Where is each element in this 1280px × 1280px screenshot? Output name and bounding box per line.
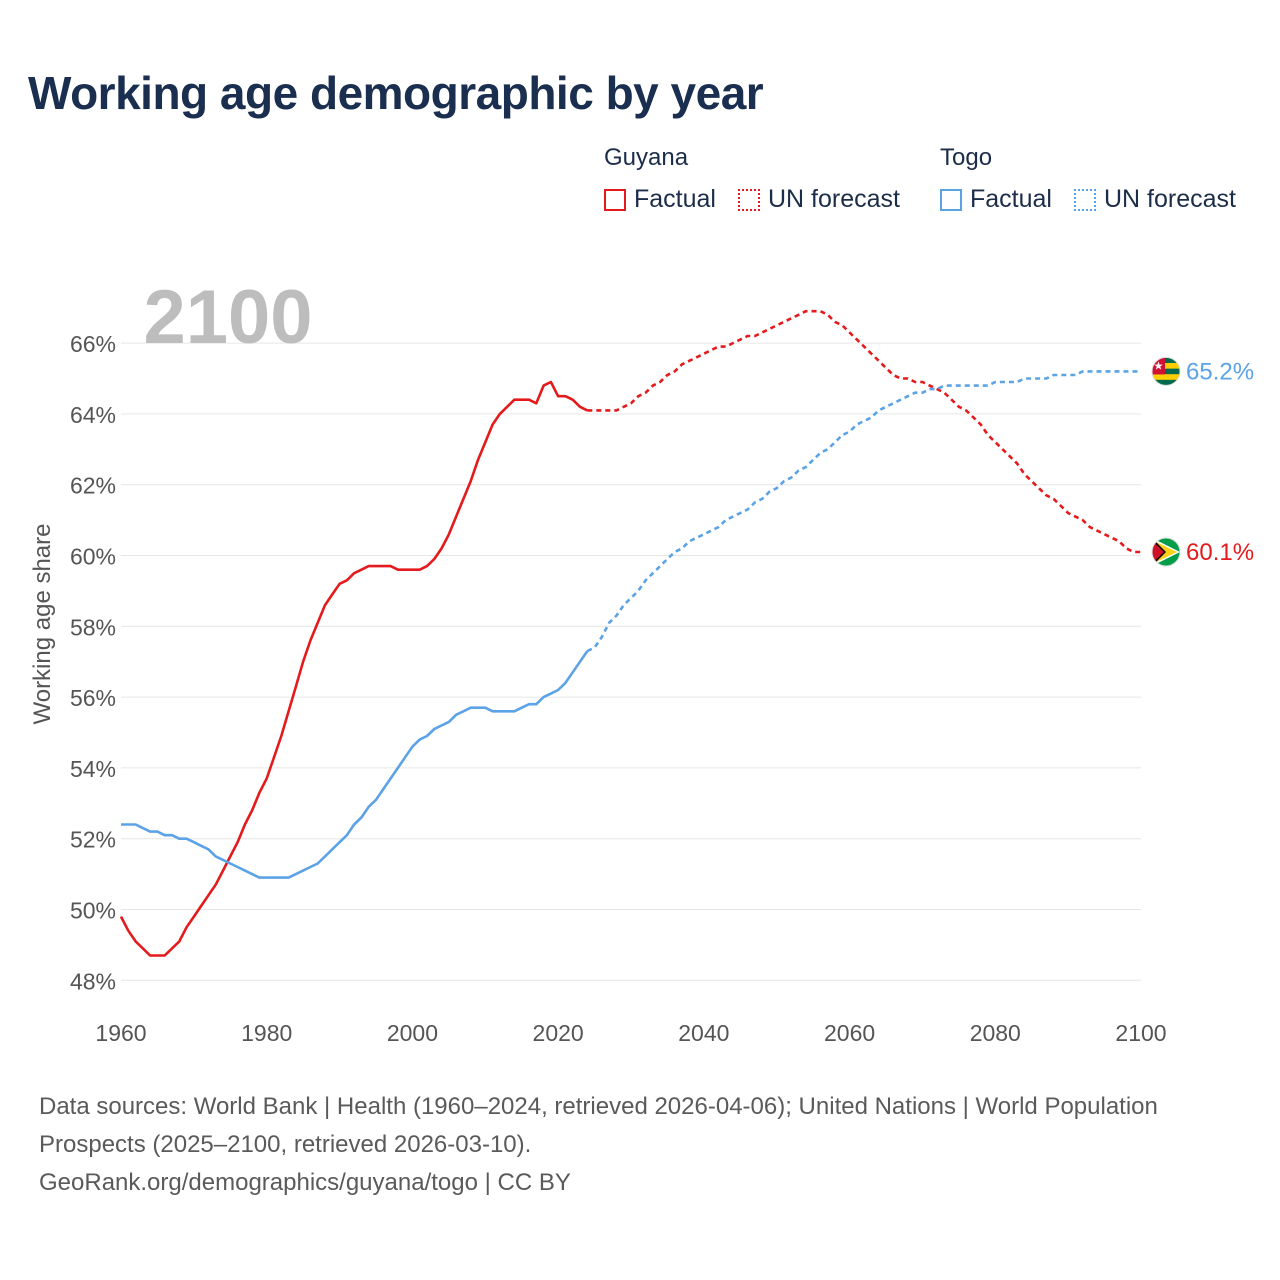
footer-sources: Data sources: World Bank | Health (1960–…: [39, 1093, 1158, 1158]
gridlines: [121, 342, 1141, 981]
y-axis-ticks: 48% 50% 52% 54% 56% 58% 60% 62% 64% 66%: [70, 331, 116, 994]
series-line-guyana-forecast: [587, 309, 1141, 554]
y-axis-label: Working age share: [29, 524, 56, 725]
legend-swatch-dotted-red: [738, 188, 760, 211]
series-lines: [119, 309, 1141, 957]
y-tick-label: 66%: [70, 331, 116, 357]
end-value-label-togo: 65.2%: [1186, 358, 1254, 385]
legend-togo-factual[interactable]: Factual: [940, 185, 1052, 214]
x-tick-label: 2020: [533, 1020, 584, 1046]
end-value-label-guyana: 60.1%: [1186, 539, 1254, 566]
end-markers: 60.1% 65.2%: [1151, 356, 1254, 567]
y-tick-label: 48%: [70, 968, 116, 994]
y-tick-label: 54%: [70, 756, 116, 782]
togo-flag-icon: [1151, 356, 1181, 386]
legend-swatch-solid-red: [604, 188, 626, 211]
y-tick-label: 60%: [70, 544, 116, 570]
y-tick-label: 58%: [70, 614, 116, 640]
y-tick-label: 50%: [70, 898, 116, 924]
legend-label: Factual: [634, 185, 716, 213]
series-line-togo-forecast: [586, 370, 1141, 653]
series-line-togo-factual: [121, 650, 589, 879]
footer-credit[interactable]: GeoRank.org/demographics/guyana/togo | C…: [39, 1169, 571, 1196]
year-watermark: 2100: [143, 275, 312, 360]
footer: Data sources: World Bank | Health (1960–…: [39, 1088, 1239, 1202]
x-tick-label: 2000: [387, 1020, 438, 1046]
series-line-guyana-factual: [119, 380, 588, 957]
guyana-flag-icon: [1151, 537, 1181, 567]
x-axis-ticks: 1960 1980 2000 2020 2040 2060 2080 2100: [95, 1020, 1166, 1046]
x-tick-label: 2060: [824, 1020, 875, 1046]
legend-swatch-dotted-blue: [1074, 188, 1096, 211]
x-tick-label: 2040: [678, 1020, 729, 1046]
y-tick-label: 64%: [70, 402, 116, 428]
legend-swatch-solid-blue: [940, 188, 962, 211]
y-tick-label: 62%: [70, 473, 116, 499]
x-tick-label: 1960: [95, 1020, 146, 1046]
x-tick-label: 2100: [1115, 1020, 1166, 1046]
x-tick-label: 2080: [970, 1020, 1021, 1046]
y-tick-label: 56%: [70, 685, 116, 711]
chart-title: Working age demographic by year: [28, 67, 764, 119]
legend-guyana-forecast[interactable]: UN forecast: [738, 185, 900, 214]
legend-label: Factual: [970, 185, 1052, 213]
legend-label: UN forecast: [1104, 185, 1236, 213]
legend-togo-forecast[interactable]: UN forecast: [1074, 185, 1236, 214]
legend-group-guyana: Guyana: [604, 144, 689, 171]
legend-guyana-factual[interactable]: Factual: [604, 185, 716, 214]
legend-label: UN forecast: [768, 185, 900, 213]
x-tick-label: 1980: [241, 1020, 292, 1046]
legend-group-togo: Togo: [940, 144, 993, 171]
y-tick-label: 52%: [70, 827, 116, 853]
